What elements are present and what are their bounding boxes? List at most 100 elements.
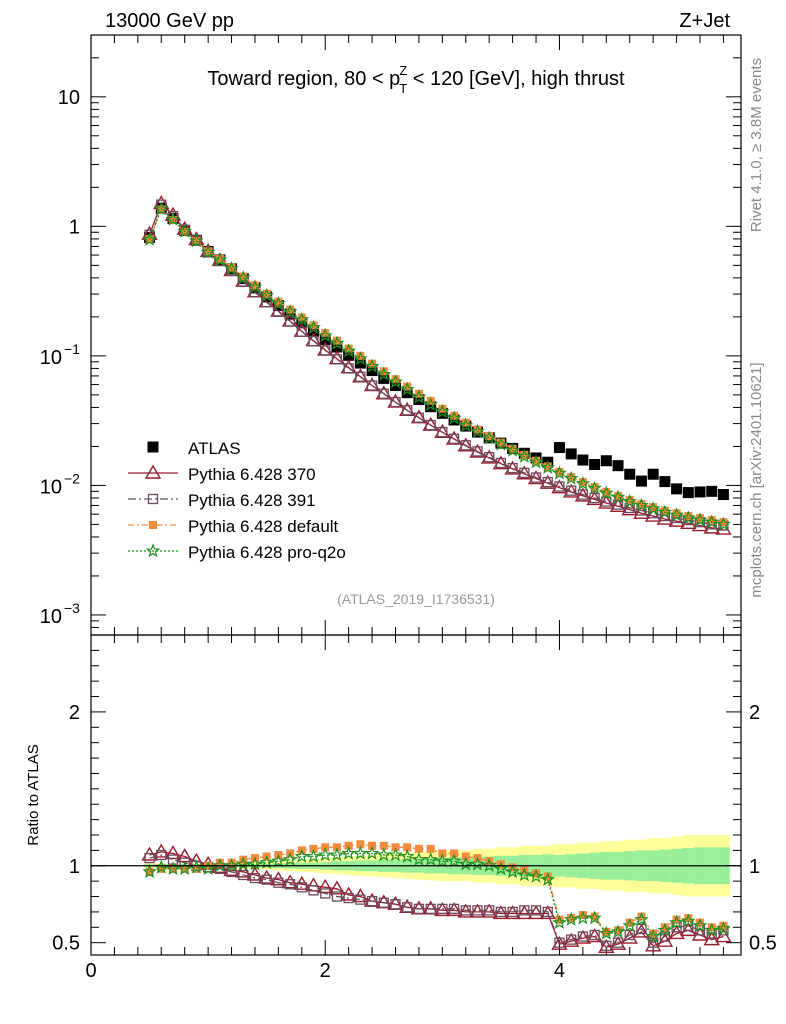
pythia-370-point: [586, 490, 603, 506]
atlas-point: [589, 458, 601, 470]
pythia-391-ratio-point: [472, 905, 483, 916]
pythia-default-ratio-point: [614, 926, 623, 935]
pythia-pro-q2o-ratio-point: [247, 856, 263, 871]
ratio-y-tick-label-right: 1: [749, 856, 760, 878]
pythia-370-ratio-point: [317, 878, 334, 894]
pythia-pro-q2o-ratio-line: [149, 852, 724, 938]
pythia-pro-q2o-point: [364, 358, 380, 373]
pythia-default-ratio-point: [719, 921, 728, 930]
ratio-y-tick-label: 2: [69, 702, 80, 724]
pythia-pro-q2o-ratio-point: [470, 856, 485, 871]
pythia-default-point: [450, 411, 459, 420]
pythia-pro-q2o-point: [435, 404, 450, 419]
y-tick-exponent: −1: [64, 341, 80, 357]
pythia-pro-q2o-ratio-point: [423, 851, 438, 866]
pythia-pro-q2o-ratio-point: [692, 918, 708, 933]
pythia-pro-q2o-ratio-point: [481, 858, 497, 873]
atlas-point: [694, 486, 706, 498]
pythia-pro-q2o-point: [235, 270, 251, 285]
pythia-default-point: [567, 473, 576, 482]
pythia-391-ratio-point: [507, 906, 518, 918]
pythia-default-point: [403, 382, 412, 391]
pythia-391-ratio-point: [636, 923, 647, 934]
pythia-default-ratio-point: [602, 927, 611, 936]
pythia-391-point: [308, 335, 319, 347]
pythia-391-ratio-point: [624, 929, 635, 941]
pythia-default-point: [649, 503, 658, 512]
pythia-pro-q2o-point: [505, 442, 520, 457]
pythia-370-ratio-point: [656, 932, 674, 947]
pythia-pro-q2o-point: [610, 489, 626, 504]
pythia-370-point: [434, 423, 451, 439]
legend-label: Pythia 6.428 370: [188, 465, 316, 484]
pythia-391-ratio-point: [273, 877, 284, 888]
pythia-default-point: [508, 444, 517, 453]
pythia-default-point: [297, 313, 306, 322]
pythia-370-ratio-point: [562, 932, 580, 947]
pythia-391-point: [566, 485, 577, 496]
pythia-391-point: [390, 396, 401, 408]
pythia-default-point: [672, 509, 681, 518]
pythia-pro-q2o-point: [200, 244, 216, 259]
pythia-391-ratio-point: [296, 882, 307, 893]
pythia-391-point: [601, 496, 612, 507]
pythia-370-point: [492, 455, 510, 470]
legend-label: Pythia 6.428 391: [188, 491, 316, 510]
pythia-391-ratio-point: [261, 874, 272, 885]
pythia-370-point: [621, 501, 638, 516]
pythia-default-point: [227, 263, 236, 272]
pythia-pro-q2o-ratio-point: [517, 867, 532, 882]
atlas-point: [343, 349, 355, 361]
pythia-pro-q2o-ratio-point: [399, 848, 415, 863]
pythia-default-ratio-point: [567, 914, 576, 923]
pythia-391-ratio-point: [402, 902, 413, 913]
pythia-pro-q2o-point: [704, 514, 720, 529]
pythia-default-ratio-point: [672, 915, 681, 924]
pythia-default-ratio-point: [543, 872, 552, 881]
pythia-391-ratio-point: [577, 931, 589, 942]
pythia-370-point: [539, 474, 556, 489]
pythia-pro-q2o-ratio-point: [200, 861, 216, 876]
pythia-391-point: [542, 476, 553, 488]
pythia-391-point: [343, 363, 354, 374]
pythia-default-point: [250, 281, 259, 290]
atlas-point: [671, 483, 683, 495]
pythia-default-point: [368, 359, 377, 368]
pythia-default-point: [414, 389, 423, 398]
pythia-default-ratio-point: [426, 844, 435, 853]
pythia-default-point: [625, 496, 634, 505]
pythia-pro-q2o-point: [212, 252, 228, 267]
pythia-370-ratio-point: [328, 880, 346, 895]
pythia-370-ratio-point: [715, 928, 732, 943]
pythia-pro-q2o-ratio-point: [317, 847, 333, 862]
pythia-391-point: [273, 306, 284, 317]
pythia-pro-q2o-ratio-point: [388, 847, 403, 862]
pythia-370-ratio-point: [644, 937, 662, 952]
x-tick-label: 2: [320, 960, 331, 982]
pythia-391-ratio-point: [495, 906, 507, 918]
y-tick-label: 1: [69, 216, 80, 238]
y-tick-label: 10: [40, 347, 62, 369]
pythia-pro-q2o-point: [165, 211, 181, 226]
pythia-370-ratio-point: [281, 874, 299, 889]
mcplots-source-label: mcplots.cern.ch [arXiv:2401.10621]: [748, 362, 765, 597]
y-tick-label: 10: [40, 606, 62, 628]
pythia-391-line: [148, 203, 724, 527]
pythia-391-point: [331, 354, 343, 365]
pythia-370-ratio-point: [516, 905, 533, 920]
pythia-391-ratio-point: [331, 891, 343, 902]
pythia-391-point: [495, 457, 507, 469]
pythia-391-point: [448, 433, 460, 444]
pythia-default-point: [356, 351, 365, 360]
pythia-391-point: [589, 492, 600, 504]
pythia-pro-q2o-point: [388, 374, 403, 389]
pythia-391-ratio-point: [566, 934, 577, 945]
pythia-pro-q2o-ratio-point: [680, 913, 696, 928]
pythia-pro-q2o-ratio-point: [177, 861, 193, 876]
pythia-391-point: [472, 446, 483, 457]
pythia-370-point: [633, 504, 650, 519]
pythia-370-ratio-point: [691, 926, 709, 941]
pythia-pro-q2o-line: [148, 207, 724, 526]
pythia-391-ratio-point: [589, 929, 600, 941]
